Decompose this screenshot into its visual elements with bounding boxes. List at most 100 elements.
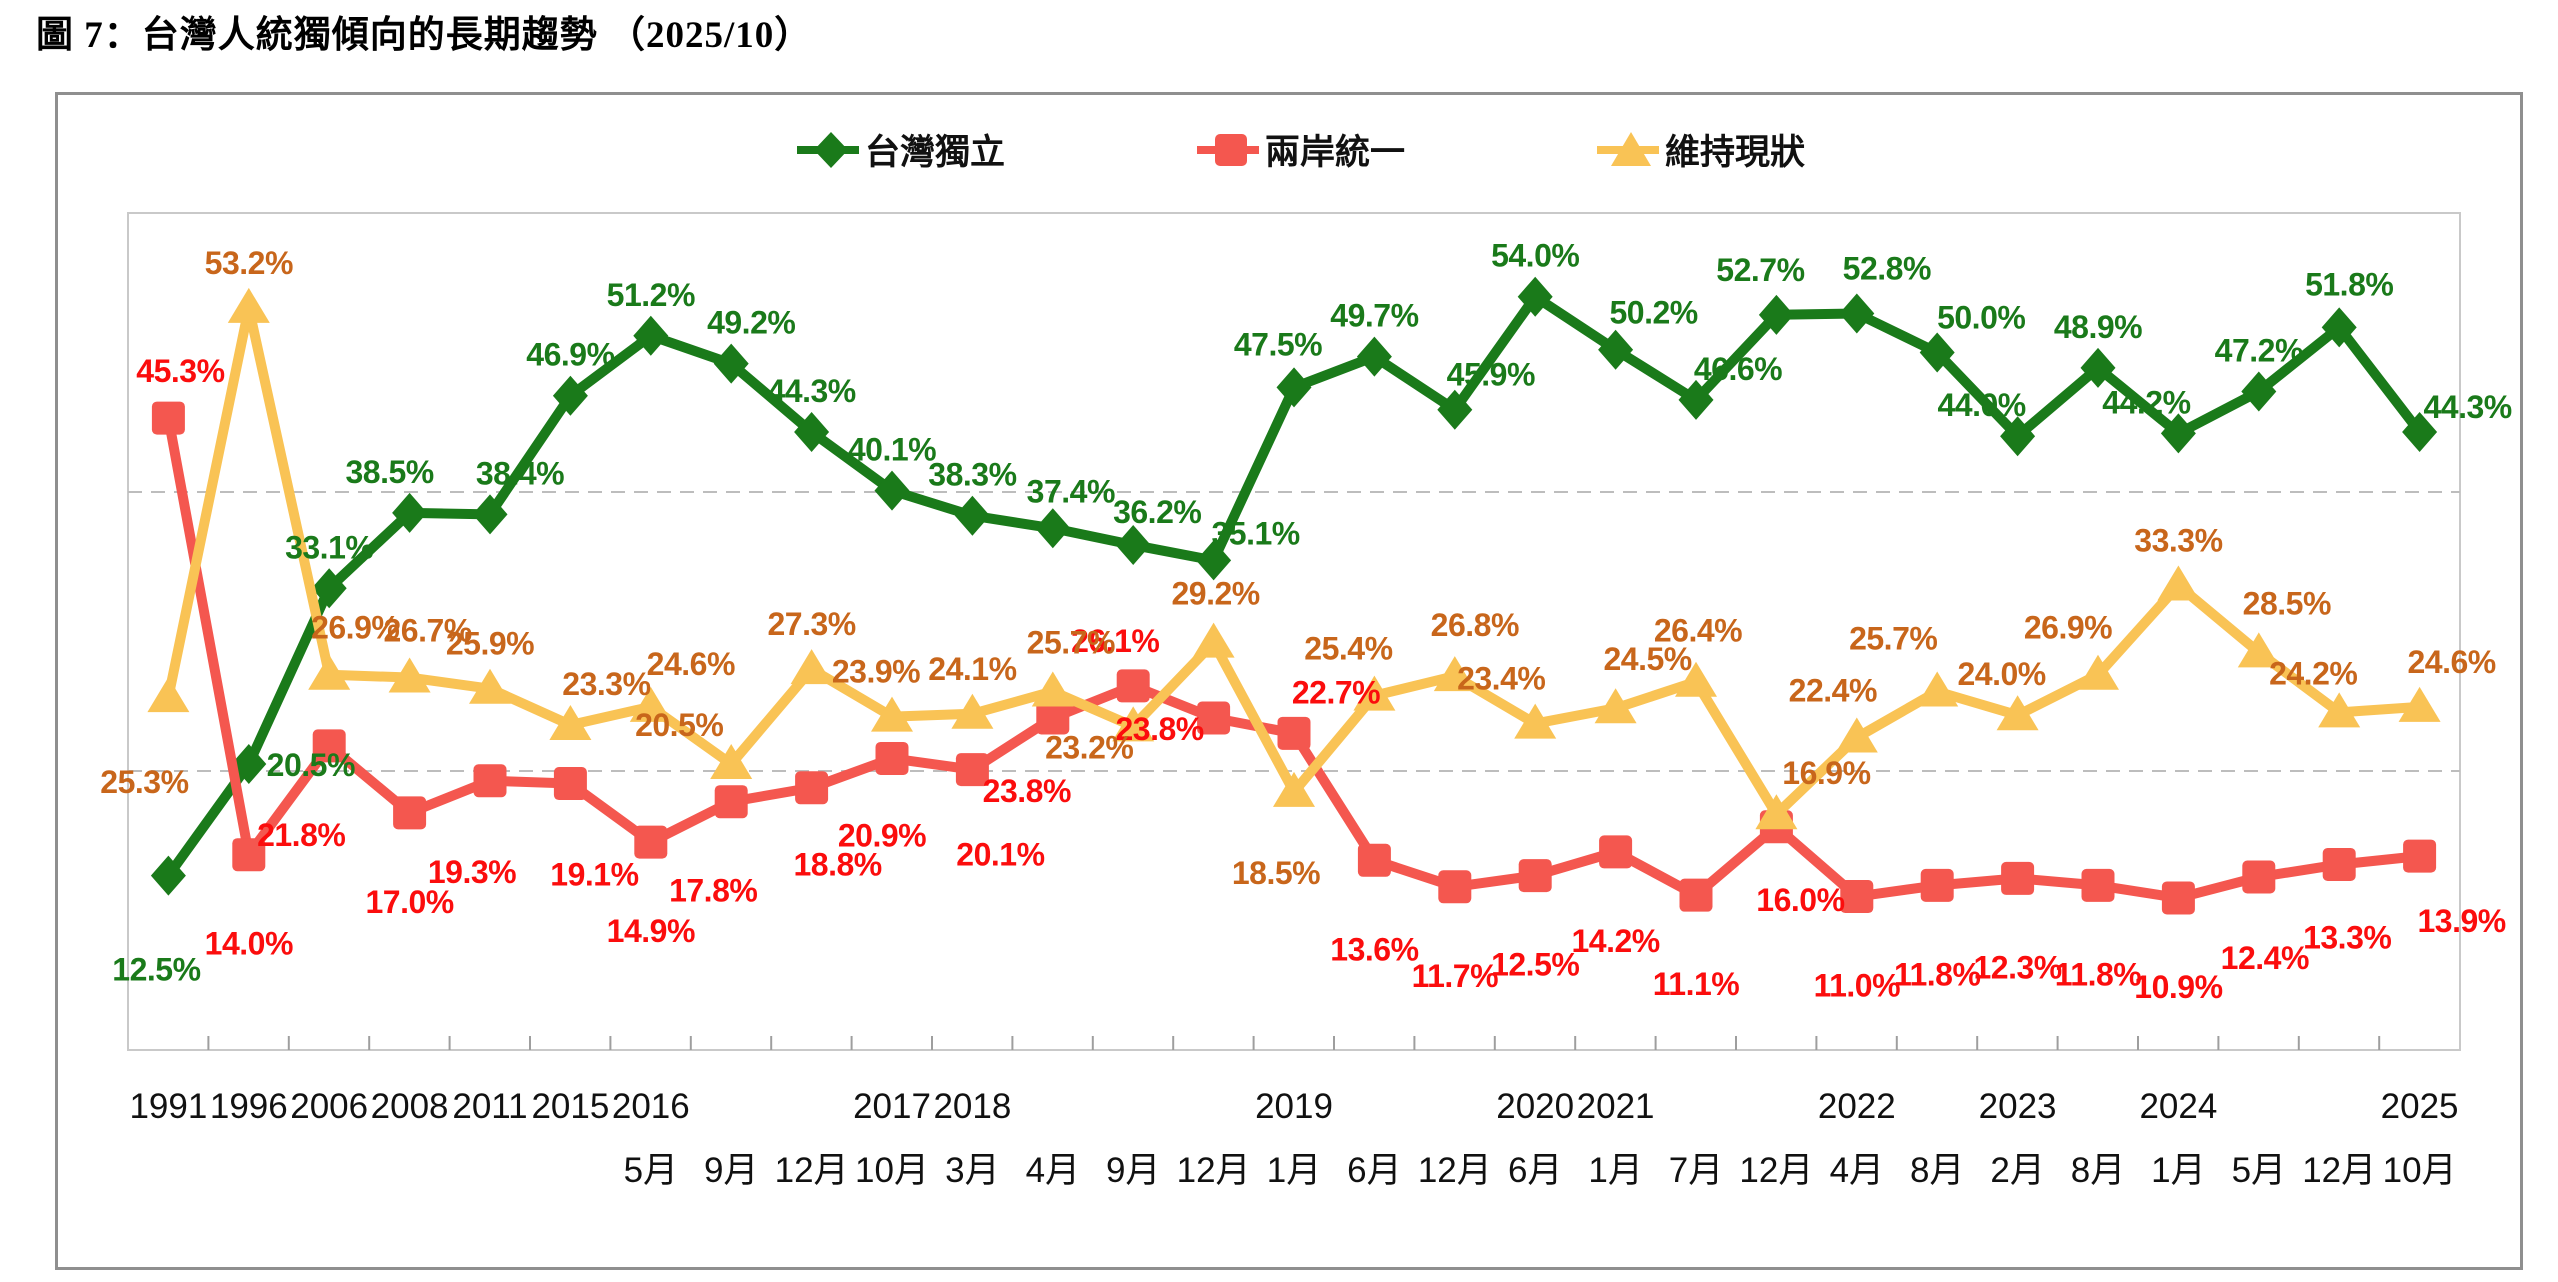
data-label: 20.9% xyxy=(838,817,926,853)
x-axis-month-label: 4月 xyxy=(1830,1151,1884,1190)
x-axis-month-label: 5月 xyxy=(2232,1151,2286,1190)
data-label: 52.7% xyxy=(1716,252,1804,288)
data-label: 20.1% xyxy=(956,837,1044,873)
data-label: 51.2% xyxy=(607,277,695,313)
x-axis-month-label: 1月 xyxy=(2151,1151,2205,1190)
data-label: 29.2% xyxy=(1171,576,1259,612)
data-point-marker xyxy=(714,785,748,819)
data-point-marker xyxy=(469,668,511,704)
x-axis-month-label: 6月 xyxy=(1347,1151,1401,1190)
data-point-marker xyxy=(549,704,592,740)
data-point-marker xyxy=(1196,540,1232,581)
data-label: 20.5% xyxy=(635,707,723,743)
data-point-marker xyxy=(875,741,909,775)
x-axis-month-label: 10月 xyxy=(855,1151,929,1190)
data-point-marker xyxy=(2160,413,2196,454)
data-label: 11.1% xyxy=(1653,966,1740,1002)
data-label: 12.3% xyxy=(1973,949,2061,985)
data-point-marker xyxy=(2398,686,2441,722)
triangle-marker-icon xyxy=(1597,131,1659,166)
x-axis-month-label: 3月 xyxy=(945,1151,999,1190)
data-point-marker xyxy=(951,693,994,729)
data-point-marker xyxy=(312,729,346,763)
data-point-marker xyxy=(1758,294,1794,335)
data-point-marker xyxy=(2077,654,2119,690)
data-point-marker xyxy=(1920,868,1954,902)
data-label: 14.2% xyxy=(1571,923,1659,959)
x-axis-year-label: 1991 xyxy=(129,1087,207,1126)
data-point-marker xyxy=(795,771,829,805)
legend-label: 台灣獨立 xyxy=(864,133,1005,172)
data-point-marker xyxy=(1835,717,1878,753)
data-label: 46.6% xyxy=(1694,351,1782,387)
data-point-marker xyxy=(1437,389,1473,430)
data-label: 19.3% xyxy=(428,854,516,890)
data-label: 44.2% xyxy=(2102,384,2190,420)
data-point-marker xyxy=(392,492,428,533)
legend-label: 兩岸統一 xyxy=(1264,133,1405,172)
data-point-marker xyxy=(1115,525,1151,566)
data-point-marker xyxy=(151,401,185,435)
data-point-marker xyxy=(231,744,267,785)
data-point-marker xyxy=(232,838,266,872)
data-point-marker xyxy=(1357,843,1391,877)
data-point-marker xyxy=(2001,861,2035,895)
data-label: 18.8% xyxy=(793,847,881,883)
data-label: 26.9% xyxy=(311,610,399,646)
x-axis-year-label: 2016 xyxy=(612,1087,690,1126)
data-point-marker xyxy=(1036,701,1070,735)
x-axis-month-label: 9月 xyxy=(704,1151,758,1190)
data-point-marker xyxy=(150,855,186,896)
x-axis-year-label: 2023 xyxy=(1979,1087,2057,1126)
data-point-marker xyxy=(2237,632,2280,668)
data-label: 17.0% xyxy=(365,884,453,920)
data-point-marker xyxy=(2161,881,2195,915)
x-axis-month-label: 1月 xyxy=(1267,1151,1321,1190)
data-label: 44.3% xyxy=(2423,389,2511,425)
data-label: 24.5% xyxy=(1603,641,1691,677)
data-point-marker xyxy=(1112,706,1155,742)
data-label: 46.9% xyxy=(526,337,614,373)
data-label: 24.6% xyxy=(2407,644,2495,680)
data-label: 21.8% xyxy=(257,817,345,853)
data-label: 51.8% xyxy=(2305,266,2393,302)
data-point-marker xyxy=(2321,307,2357,348)
data-point-marker xyxy=(2080,347,2116,388)
data-label: 26.1% xyxy=(1071,623,1159,659)
figure-title: 圖 7：台灣人統獨傾向的長期趨勢 （2025/10） xyxy=(36,15,813,56)
data-point-marker xyxy=(1996,695,2039,731)
data-point-marker xyxy=(1353,675,1396,711)
data-label: 36.2% xyxy=(1113,494,1201,530)
data-point-marker xyxy=(1035,508,1071,549)
data-label: 35.1% xyxy=(1211,515,1299,551)
legend-item-unification: 兩岸統一 xyxy=(1195,124,1405,175)
data-point-marker xyxy=(1438,870,1472,904)
data-label: 52.8% xyxy=(1843,250,1931,286)
x-axis-month-label: 1月 xyxy=(1588,1151,1642,1190)
data-point-marker xyxy=(1517,276,1553,317)
data-point-marker xyxy=(2403,839,2437,873)
data-label: 44.0% xyxy=(1937,387,2025,423)
x-axis-year-label: 2018 xyxy=(933,1087,1011,1126)
data-point-marker xyxy=(1594,688,1637,724)
x-axis-year-label: 2011 xyxy=(452,1087,527,1126)
data-label: 12.5% xyxy=(112,952,200,988)
x-axis-year-label: 2024 xyxy=(2139,1087,2217,1126)
data-label: 27.3% xyxy=(767,606,855,642)
data-point-marker xyxy=(473,764,507,798)
data-point-marker xyxy=(388,657,431,693)
data-label: 26.9% xyxy=(2024,610,2112,646)
data-label: 23.2% xyxy=(1045,729,1133,765)
data-label: 47.5% xyxy=(1234,326,1322,362)
data-label: 38.4% xyxy=(476,455,564,491)
data-label: 26.7% xyxy=(383,613,471,649)
data-point-marker xyxy=(874,470,910,511)
data-label: 28.5% xyxy=(2243,585,2331,621)
legend-item-status-quo: 維持現狀 xyxy=(1595,124,1805,175)
data-point-marker xyxy=(1433,656,1476,692)
data-point-marker xyxy=(634,825,668,859)
data-point-marker xyxy=(955,753,989,787)
data-label: 12.5% xyxy=(1491,947,1579,983)
data-point-marker xyxy=(2318,692,2361,728)
